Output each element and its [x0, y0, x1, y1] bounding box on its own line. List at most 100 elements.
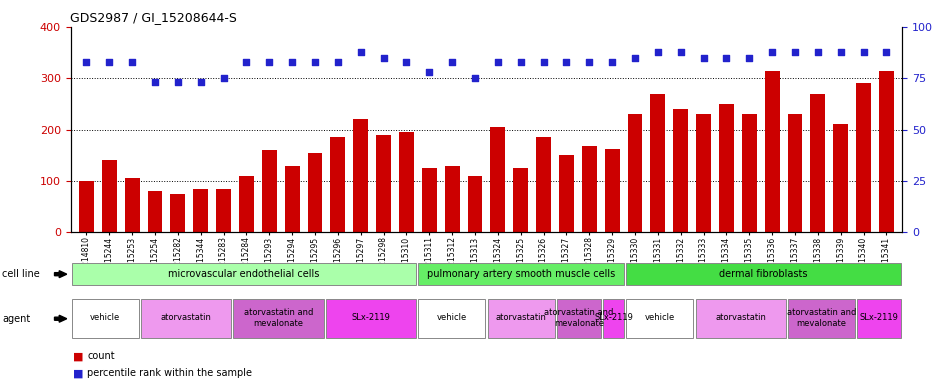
Point	[422, 69, 437, 75]
Point	[650, 48, 666, 55]
Point	[102, 59, 117, 65]
Point	[604, 59, 619, 65]
Bar	[697, 114, 711, 232]
Bar	[626, 299, 694, 338]
Bar	[125, 179, 140, 232]
Bar	[673, 109, 688, 232]
Bar	[418, 299, 485, 338]
Text: SLx-2119: SLx-2119	[594, 313, 633, 323]
Text: microvascular endothelial cells: microvascular endothelial cells	[168, 269, 320, 279]
Point	[559, 59, 574, 65]
Bar	[603, 299, 624, 338]
Point	[491, 59, 506, 65]
Bar	[788, 114, 803, 232]
Bar	[719, 104, 734, 232]
Bar	[582, 146, 597, 232]
Text: count: count	[87, 351, 115, 361]
Point	[719, 55, 734, 61]
Point	[833, 48, 848, 55]
Point	[742, 55, 757, 61]
Text: ■: ■	[73, 351, 84, 361]
Point	[285, 59, 300, 65]
Bar	[422, 168, 437, 232]
Bar	[102, 161, 117, 232]
Bar	[170, 194, 185, 232]
Bar	[556, 299, 601, 338]
Text: vehicle: vehicle	[90, 313, 120, 323]
Bar	[856, 83, 871, 232]
Bar	[376, 135, 391, 232]
Bar	[239, 176, 254, 232]
Bar	[857, 299, 901, 338]
Point	[376, 55, 391, 61]
Point	[856, 48, 871, 55]
Bar	[604, 149, 619, 232]
Bar	[194, 189, 208, 232]
Bar	[326, 299, 416, 338]
Point	[764, 48, 779, 55]
Text: atorvastatin: atorvastatin	[715, 313, 766, 323]
Text: atorvastatin: atorvastatin	[161, 313, 212, 323]
Bar	[216, 189, 231, 232]
Bar	[141, 299, 231, 338]
Text: vehicle: vehicle	[437, 313, 467, 323]
Point	[125, 59, 140, 65]
Bar	[262, 150, 276, 232]
Text: percentile rank within the sample: percentile rank within the sample	[87, 368, 253, 378]
Point	[148, 79, 163, 85]
Point	[696, 55, 711, 61]
Bar	[307, 153, 322, 232]
Point	[788, 48, 803, 55]
Text: atorvastatin and
mevalonate: atorvastatin and mevalonate	[787, 308, 856, 328]
Point	[467, 75, 482, 81]
Point	[513, 59, 528, 65]
Point	[170, 79, 185, 85]
Text: pulmonary artery smooth muscle cells: pulmonary artery smooth muscle cells	[427, 269, 616, 279]
Bar	[400, 132, 414, 232]
Point	[445, 59, 460, 65]
Point	[216, 75, 231, 81]
Text: GDS2987 / GI_15208644-S: GDS2987 / GI_15208644-S	[70, 11, 238, 24]
Text: dermal fibroblasts: dermal fibroblasts	[719, 269, 808, 279]
Bar	[331, 137, 345, 232]
Bar	[559, 155, 573, 232]
Bar	[810, 94, 825, 232]
Text: SLx-2119: SLx-2119	[352, 313, 390, 323]
Point	[330, 59, 345, 65]
Bar	[71, 263, 416, 285]
Text: vehicle: vehicle	[645, 313, 675, 323]
Point	[536, 59, 551, 65]
Bar	[536, 137, 551, 232]
Bar	[742, 114, 757, 232]
Bar	[788, 299, 855, 338]
Bar	[79, 181, 94, 232]
Point	[810, 48, 825, 55]
Bar	[628, 114, 642, 232]
Bar	[513, 168, 528, 232]
Point	[399, 59, 414, 65]
Text: atorvastatin and
mevalonate: atorvastatin and mevalonate	[243, 308, 313, 328]
Bar	[445, 166, 460, 232]
Bar	[418, 263, 624, 285]
Point	[194, 79, 209, 85]
Point	[353, 48, 368, 55]
Point	[307, 59, 322, 65]
Point	[79, 59, 94, 65]
Bar	[71, 299, 139, 338]
Bar	[353, 119, 368, 232]
Point	[239, 59, 254, 65]
Point	[628, 55, 643, 61]
Text: atorvastatin: atorvastatin	[495, 313, 546, 323]
Bar	[233, 299, 323, 338]
Text: SLx-2119: SLx-2119	[860, 313, 899, 323]
Text: cell line: cell line	[2, 269, 39, 279]
Bar	[467, 176, 482, 232]
Point	[582, 59, 597, 65]
Bar	[285, 166, 300, 232]
Bar	[650, 94, 666, 232]
Text: agent: agent	[2, 314, 30, 324]
Bar	[148, 191, 163, 232]
Bar	[765, 71, 779, 232]
Bar	[696, 299, 786, 338]
Point	[879, 48, 894, 55]
